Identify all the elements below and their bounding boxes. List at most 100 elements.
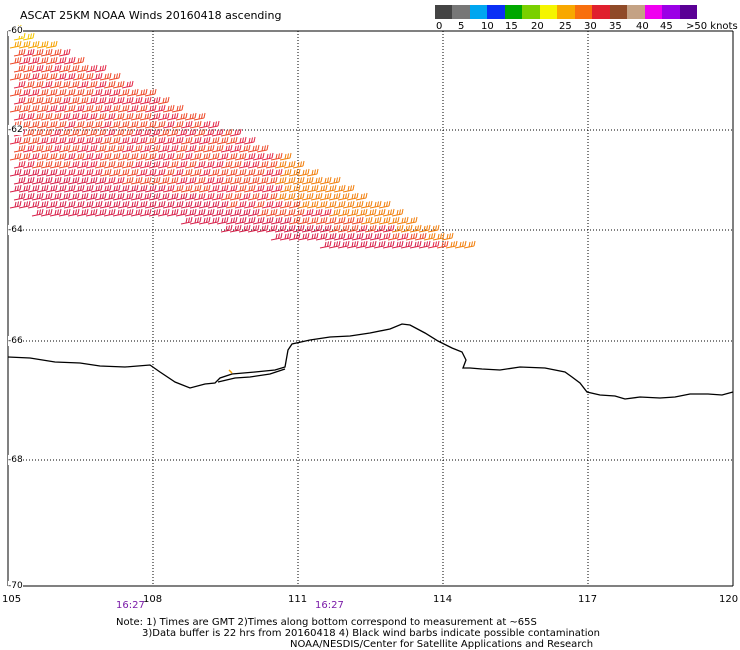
wind-barb [252,200,265,209]
wind-barb [283,224,296,233]
wind-barb [31,96,44,105]
wind-barb [252,184,265,193]
legend-swatch [592,5,610,19]
wind-barb [54,168,67,177]
wind-barb [72,184,85,193]
wind-barb [328,224,341,233]
wind-speed-legend [435,5,698,19]
wind-barb [360,232,373,241]
wind-barb [373,208,386,217]
wind-barb [94,144,107,153]
wind-barb [139,192,152,201]
wind-barb [130,96,143,105]
legend-label: 40 [636,21,649,32]
wind-barb [18,200,31,209]
wind-barb [58,128,71,137]
wind-barb [45,104,58,113]
wind-barb [31,208,44,217]
wind-barb [405,216,418,225]
wind-barb [36,136,49,145]
wind-barb [328,192,341,201]
wind-barb [130,176,143,185]
wind-barb [99,200,112,209]
wind-barb [337,240,350,249]
wind-barb [139,176,152,185]
latitude-label: -70 [8,581,23,591]
wind-barb [85,176,98,185]
wind-barb [166,176,179,185]
wind-barb [229,176,242,185]
wind-barb [72,168,85,177]
wind-barb [103,208,116,217]
wind-barb [85,208,98,217]
wind-barb [85,64,98,73]
wind-barb [171,104,184,113]
wind-barb [112,144,125,153]
wind-barb [18,72,31,81]
wind-barb [126,152,139,161]
wind-barb [27,56,40,65]
legend-swatch [609,5,628,19]
wind-barb [18,120,31,129]
wind-barb [76,208,89,217]
wind-barb [328,176,341,185]
legend-label: 5 [458,21,465,32]
longitude-label: 114 [433,594,453,605]
wind-barb [31,112,44,121]
wind-barb [184,112,197,121]
wind-barb [130,160,143,169]
wind-barb [153,184,166,193]
wind-barb [81,88,94,97]
legend-swatch [539,5,558,19]
wind-barb [45,152,58,161]
wind-barb [67,112,80,121]
wind-barb [256,160,269,169]
wind-barb [67,64,80,73]
wind-barb [54,56,67,65]
wind-barb [99,168,112,177]
wind-barb [45,72,58,81]
wind-barb [13,64,26,73]
wind-barb [67,208,80,217]
wind-barb [175,208,188,217]
map-title: ASCAT 25KM NOAA Winds 20160418 ascending [20,9,282,22]
wind-barb [189,152,202,161]
wind-barb [324,200,337,209]
wind-barb [108,184,121,193]
wind-barb [216,168,229,177]
wind-barb [211,144,224,153]
wind-barb [157,208,170,217]
wind-barb [166,208,179,217]
latitude-label: -66 [8,336,23,346]
wind-barb [234,168,247,177]
wind-barb [301,176,314,185]
wind-barb [270,184,283,193]
wind-barb [346,224,359,233]
wind-barb [67,80,80,89]
longitude-label: 111 [288,594,308,605]
wind-barb [153,200,166,209]
wind-barb [67,128,80,137]
wind-barb [202,144,215,153]
wind-barb [180,184,193,193]
wind-barb [418,240,431,249]
wind-barb [58,80,71,89]
wind-barb [216,136,229,145]
wind-barb [85,96,98,105]
wind-barb [18,40,31,49]
wind-barb [279,216,292,225]
wind-barb [279,152,292,161]
wind-barb [90,120,103,129]
wind-barb [256,192,269,201]
latitude-label: -62 [8,125,23,135]
wind-barb [13,112,26,121]
wind-barb [184,208,197,217]
wind-barb [238,160,251,169]
wind-barb [22,32,35,41]
wind-barb [306,232,319,241]
wind-barb [130,128,143,137]
wind-barb [157,96,170,105]
wind-barb [103,128,116,137]
wind-barb [270,200,283,209]
wind-barb [274,192,287,201]
